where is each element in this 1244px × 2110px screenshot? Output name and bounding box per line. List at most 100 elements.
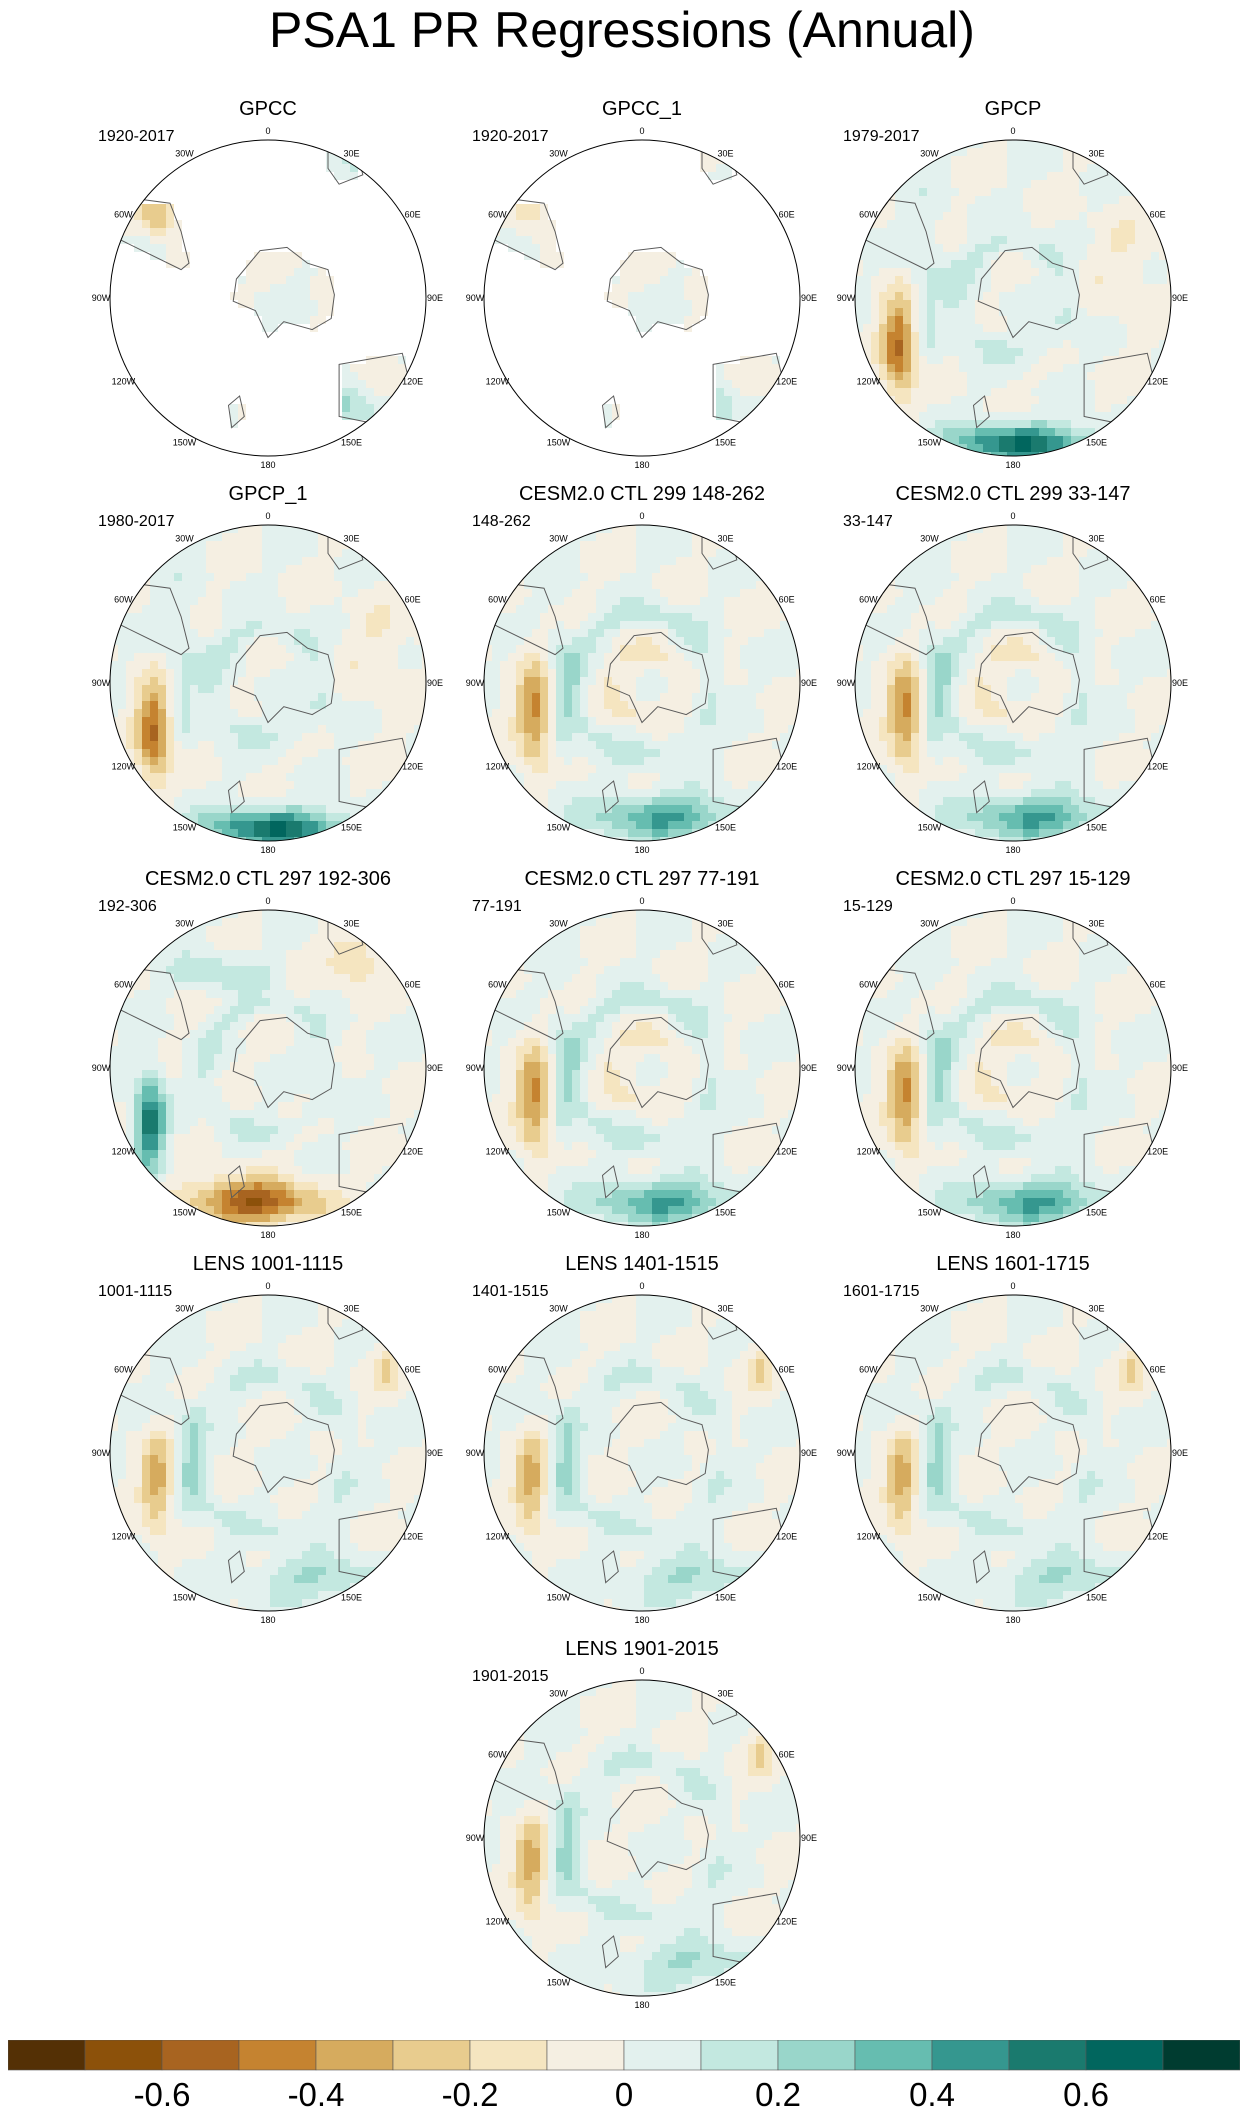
longitude-label: 90W [837, 1063, 856, 1073]
longitude-label: 0 [265, 896, 270, 906]
longitude-label: 60E [405, 595, 421, 605]
panel-title: CESM2.0 CTL 297 15-129 [895, 868, 1131, 890]
map-panel: CESM2.0 CTL 297 77-191 77-191 0 30E 60E 90E 12… [462, 868, 822, 1254]
longitude-label: 150W [173, 1593, 197, 1603]
longitude-label: 150E [715, 1208, 736, 1218]
polar-map: 0 30E 60E 90E 120E 150E 180 150W 120W 90W 60W 30W [466, 896, 817, 1240]
longitude-label: 0 [639, 896, 644, 906]
map-panel: LENS 1901-2015 1901-2015 0 30E 60E 90E 120E 150… [462, 1638, 822, 2024]
colorbar-box [161, 2040, 240, 2071]
panel-title: GPCC_1 [601, 98, 683, 120]
longitude-label: 30W [175, 533, 194, 543]
polar-map: 0 30E 60E 90E 120E 150E 180 150W 120W 90W 60W 30W [837, 126, 1188, 470]
colorbar-box [84, 2040, 163, 2071]
panel-title: LENS 1001-1115 [192, 1253, 344, 1275]
longitude-label: 120W [857, 762, 881, 772]
longitude-label: 0 [265, 511, 270, 521]
longitude-label: 120E [402, 377, 423, 387]
polar-map: 0 30E 60E 90E 120E 150E 180 150W 120W 90W 60W 30W [837, 511, 1188, 855]
regression-field [110, 525, 426, 841]
longitude-label: 180 [1005, 845, 1020, 855]
longitude-label: 90E [801, 293, 817, 303]
colorbar-box [1008, 2040, 1087, 2071]
longitude-label: 60E [1150, 1365, 1166, 1375]
longitude-label: 30E [343, 148, 359, 158]
longitude-label: 150W [547, 823, 571, 833]
longitude-label: 120W [112, 1147, 136, 1157]
longitude-label: 0 [1010, 126, 1015, 136]
longitude-label: 60E [779, 1365, 795, 1375]
longitude-label: 60W [488, 1750, 507, 1760]
longitude-label: 0 [639, 511, 644, 521]
longitude-label: 90W [92, 1063, 111, 1073]
longitude-label: 150W [918, 823, 942, 833]
longitude-label: 0 [1010, 896, 1015, 906]
panel-period: 1920-2017 [472, 128, 549, 145]
colorbar-tick-label: 0.2 [755, 2076, 801, 2110]
panel-title: CESM2.0 CTL 297 77-191 [524, 868, 760, 890]
longitude-label: 90W [466, 1833, 485, 1843]
polar-map: 0 30E 60E 90E 120E 150E 180 150W 120W 90W 60W 30W [466, 1666, 817, 2010]
regression-field [110, 140, 426, 456]
map-boundary [854, 524, 1172, 842]
map-panel: GPCC 1920-2017 0 30E 60E 90E 120E 150E 180 150W 12… [88, 98, 448, 484]
longitude-label: 120E [1147, 762, 1168, 772]
panel-title: CESM2.0 CTL 299 33-147 [895, 483, 1131, 505]
longitude-label: 180 [260, 460, 275, 470]
longitude-label: 150E [341, 1208, 362, 1218]
longitude-label: 60W [114, 980, 133, 990]
longitude-label: 30W [549, 533, 568, 543]
longitude-label: 120W [112, 1532, 136, 1542]
longitude-label: 150W [173, 823, 197, 833]
panel-title: CESM2.0 CTL 299 148-262 [518, 483, 766, 505]
regression-field [484, 910, 800, 1226]
colorbar-box [546, 2040, 625, 2071]
panel-period: 15-129 [843, 898, 893, 915]
longitude-label: 90E [1172, 293, 1188, 303]
figure-title: PSA1 PR Regressions (Annual) [269, 2, 975, 58]
longitude-label: 90W [466, 1063, 485, 1073]
longitude-label: 60W [488, 1365, 507, 1375]
longitude-label: 60E [779, 980, 795, 990]
longitude-label: 60W [488, 980, 507, 990]
panel-title: GPCP_1 [228, 483, 308, 505]
longitude-label: 90W [92, 293, 111, 303]
longitude-label: 90E [1172, 1448, 1188, 1458]
map-panel: GPCP_1 1980-2017 0 30E 60E 90E 120E 150E 180 150W… [88, 483, 448, 869]
colorbar-box [1085, 2040, 1164, 2071]
panel-period: 1920-2017 [98, 128, 175, 145]
longitude-label: 0 [639, 1281, 644, 1291]
longitude-label: 30W [920, 533, 939, 543]
longitude-label: 90W [466, 678, 485, 688]
longitude-label: 120E [1147, 377, 1168, 387]
longitude-label: 150E [341, 823, 362, 833]
longitude-label: 150E [1086, 438, 1107, 448]
map-boundary [483, 1679, 801, 1997]
polar-map: 0 30E 60E 90E 120E 150E 180 150W 120W 90W 60W 30W [92, 126, 443, 470]
map-boundary [109, 1294, 427, 1612]
longitude-label: 90E [801, 1833, 817, 1843]
panel-title: GPCP [984, 98, 1042, 120]
map-boundary [483, 524, 801, 842]
longitude-label: 30W [549, 918, 568, 928]
polar-map: 0 30E 60E 90E 120E 150E 180 150W 120W 90W 60W 30W [466, 1281, 817, 1625]
longitude-label: 60W [859, 595, 878, 605]
longitude-label: 90W [466, 293, 485, 303]
colorbar-tick-label: -0.6 [134, 2076, 191, 2110]
longitude-label: 60E [405, 980, 421, 990]
longitude-label: 120E [776, 762, 797, 772]
longitude-label: 180 [634, 2000, 649, 2010]
longitude-label: 150W [918, 438, 942, 448]
longitude-label: 0 [639, 1666, 644, 1676]
map-panel: GPCC_1 1920-2017 0 30E 60E 90E 120E 150E 180 150W… [462, 98, 822, 484]
longitude-label: 30W [920, 148, 939, 158]
colorbar-tick-label: 0.4 [909, 2076, 955, 2110]
longitude-label: 150W [173, 438, 197, 448]
colorbar-box [392, 2040, 471, 2071]
longitude-label: 60W [114, 595, 133, 605]
longitude-label: 30E [343, 918, 359, 928]
longitude-label: 60E [1150, 210, 1166, 220]
regression-field [484, 1295, 800, 1611]
colorbar-box [777, 2040, 856, 2071]
panel-period: 33-147 [843, 513, 893, 530]
